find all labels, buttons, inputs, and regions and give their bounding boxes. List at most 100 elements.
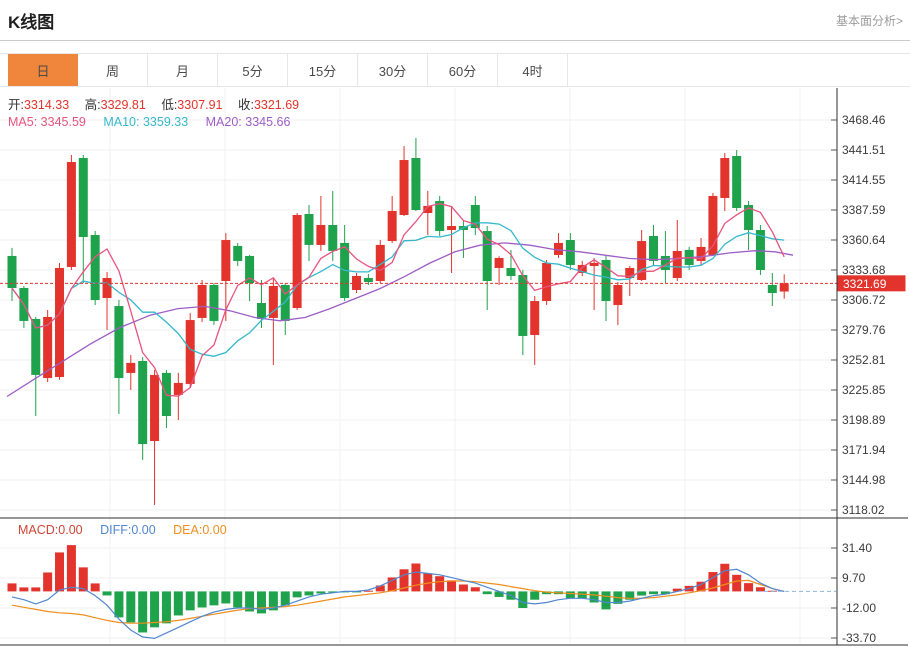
macd-axis-label: 31.40 <box>842 541 872 555</box>
candle <box>696 246 706 261</box>
price-axis-label: 3333.68 <box>842 263 886 277</box>
macd-bar <box>185 591 195 611</box>
macd-bar <box>625 591 635 600</box>
tab-日[interactable]: 日 <box>8 54 78 86</box>
macd-axis-label: -12.00 <box>842 601 876 615</box>
ma20-value: MA20: 3345.66 <box>205 115 291 129</box>
macd-bar <box>363 590 373 592</box>
fundamental-analysis-link[interactable]: 基本面分析> <box>835 14 903 28</box>
candle <box>316 225 326 245</box>
ohlc-low: 低:3307.91 <box>161 98 223 112</box>
macd-bar <box>90 583 100 592</box>
macd-bar <box>744 583 754 592</box>
candle <box>102 277 112 299</box>
candle <box>755 230 765 270</box>
price-axis-label: 3118.02 <box>842 503 885 517</box>
price-axis-label: 3144.98 <box>842 473 886 487</box>
tab-60分[interactable]: 60分 <box>428 54 498 86</box>
macd-bar <box>375 585 385 592</box>
dea-line <box>11 579 785 624</box>
candle <box>150 374 160 442</box>
candle <box>197 284 207 318</box>
candle <box>138 361 148 445</box>
macd-bar <box>447 580 457 592</box>
macd-bar <box>387 577 397 592</box>
macd-value: MACD:0.00 <box>18 523 83 537</box>
candle <box>672 250 682 278</box>
macd-bar <box>256 591 266 614</box>
macd-bar <box>102 591 112 596</box>
macd-bar <box>221 591 231 604</box>
macd-bar <box>304 591 314 596</box>
header-divider <box>0 40 910 41</box>
candle <box>126 362 136 373</box>
candle <box>625 267 635 278</box>
interval-tabs: 日周月 5分 15分 30分 60分 4时 <box>8 54 568 86</box>
ohlc-high: 高:3329.81 <box>84 98 146 112</box>
price-axis-label: 3171.94 <box>842 443 886 457</box>
macd-bar <box>31 587 41 592</box>
tab-5分[interactable]: 5分 <box>218 54 288 86</box>
macd-bar <box>589 591 599 603</box>
macd-bar <box>138 591 148 633</box>
current-price-badge: 3321.69 <box>837 275 906 292</box>
tab-30分[interactable]: 30分 <box>358 54 428 86</box>
tab-月[interactable]: 月 <box>148 54 218 86</box>
macd-bar <box>708 572 718 592</box>
tab-4时[interactable]: 4时 <box>498 54 568 86</box>
current-price-label: 3321.69 <box>843 277 887 291</box>
macd-bar <box>732 574 742 592</box>
candle <box>518 274 528 336</box>
candle <box>565 240 575 265</box>
price-axis-label: 3441.51 <box>842 143 886 157</box>
diff-value: DIFF:0.00 <box>100 523 156 537</box>
price-axis-label: 3252.81 <box>842 353 886 367</box>
macd-bar <box>482 591 492 595</box>
macd-bar <box>399 569 409 592</box>
candle <box>233 245 243 261</box>
macd-bar <box>530 591 540 600</box>
macd-bar <box>649 591 659 595</box>
macd-bar <box>245 591 255 612</box>
macd-bar <box>423 573 433 592</box>
candle <box>268 285 278 318</box>
candle <box>114 306 124 379</box>
macd-bar <box>601 591 611 610</box>
macd-bar <box>720 563 730 592</box>
macd-axis-label: -33.70 <box>842 631 876 645</box>
macd-bar <box>197 591 207 608</box>
candle <box>173 382 183 395</box>
macd-bar <box>696 581 706 592</box>
ma-readout: MA5: 3345.59 MA10: 3359.33 MA20: 3345.66 <box>8 115 304 129</box>
macd-bar <box>19 587 29 592</box>
tab-周[interactable]: 周 <box>78 54 148 86</box>
candle <box>363 277 373 282</box>
candle <box>732 156 742 208</box>
candle <box>399 160 409 215</box>
candle <box>90 235 100 301</box>
kline-chart-canvas[interactable]: 3468.46 3441.51 3414.55 3387.59 3360.64 3333.… <box>0 85 910 650</box>
candle <box>553 242 563 255</box>
macd-axis-label: 9.70 <box>842 571 866 585</box>
macd-bar <box>470 587 480 592</box>
macd-panel <box>7 545 836 640</box>
candle <box>7 255 17 289</box>
macd-bar <box>316 591 326 594</box>
tab-15分[interactable]: 15分 <box>288 54 358 86</box>
macd-bar <box>565 591 575 599</box>
candle <box>542 262 552 302</box>
candle <box>447 226 457 231</box>
candle <box>744 204 754 231</box>
macd-bar <box>542 591 552 595</box>
candle <box>78 158 88 238</box>
macd-bar <box>114 591 124 618</box>
candle <box>209 284 219 321</box>
macd-bar <box>755 587 765 592</box>
candle <box>577 264 587 273</box>
candle <box>470 204 480 229</box>
diff-line <box>11 568 785 640</box>
macd-bar <box>280 591 290 606</box>
macd-bar <box>577 591 587 599</box>
chart-area[interactable]: 3468.46 3441.51 3414.55 3387.59 3360.64 3333.… <box>0 85 910 650</box>
